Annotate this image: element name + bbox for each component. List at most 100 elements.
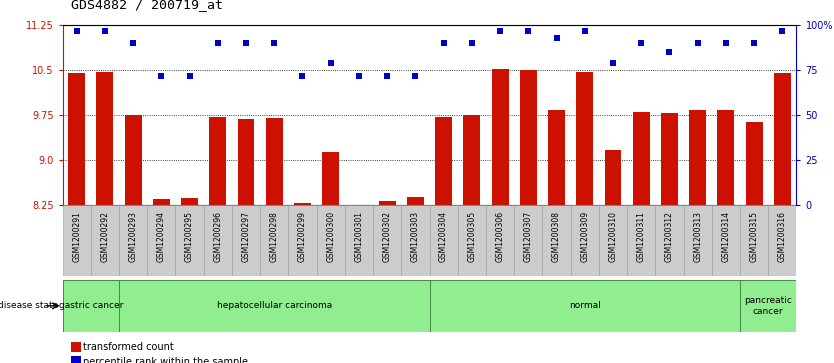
Bar — [97, 72, 113, 205]
Point — [578, 28, 591, 34]
Text: gastric cancer: gastric cancer — [58, 301, 123, 310]
Text: GSM1200307: GSM1200307 — [524, 211, 533, 262]
Text: GSM1200308: GSM1200308 — [552, 211, 561, 262]
Point — [268, 40, 281, 46]
Bar — [322, 152, 339, 205]
Point — [691, 40, 705, 46]
Text: GSM1200306: GSM1200306 — [495, 211, 505, 262]
Point — [663, 49, 676, 55]
Bar — [238, 119, 254, 205]
Bar — [407, 197, 424, 205]
Point — [127, 40, 140, 46]
Text: GSM1200304: GSM1200304 — [440, 211, 448, 262]
Bar — [119, 280, 430, 332]
Point — [296, 73, 309, 79]
Bar — [520, 70, 537, 205]
Text: GSM1200303: GSM1200303 — [411, 211, 420, 262]
Point — [494, 28, 507, 34]
Bar — [294, 203, 311, 205]
Bar — [344, 205, 373, 276]
Text: normal: normal — [569, 301, 600, 310]
Bar — [746, 122, 762, 205]
Text: GSM1200292: GSM1200292 — [100, 211, 109, 262]
Point — [606, 60, 620, 66]
Bar — [289, 205, 317, 276]
Text: GSM1200302: GSM1200302 — [383, 211, 392, 262]
Bar — [266, 118, 283, 205]
Text: GSM1200295: GSM1200295 — [185, 211, 194, 262]
Bar — [711, 205, 740, 276]
Bar — [605, 150, 621, 205]
Point — [183, 73, 196, 79]
Point — [380, 73, 394, 79]
Bar — [379, 201, 395, 205]
Bar — [542, 205, 570, 276]
Bar — [148, 205, 175, 276]
Bar — [717, 110, 735, 205]
Text: GSM1200311: GSM1200311 — [636, 211, 646, 262]
Bar — [633, 112, 650, 205]
Bar — [68, 73, 85, 205]
Text: GSM1200300: GSM1200300 — [326, 211, 335, 262]
Bar — [63, 205, 91, 276]
Text: GSM1200293: GSM1200293 — [128, 211, 138, 262]
Text: GSM1200312: GSM1200312 — [665, 211, 674, 262]
Point — [521, 28, 535, 34]
Bar — [684, 205, 711, 276]
Text: GSM1200315: GSM1200315 — [750, 211, 759, 262]
Text: GSM1200297: GSM1200297 — [242, 211, 250, 262]
Point — [352, 73, 365, 79]
Text: GSM1200296: GSM1200296 — [214, 211, 223, 262]
Bar — [203, 205, 232, 276]
Bar — [124, 115, 142, 205]
Bar — [260, 205, 289, 276]
Bar — [599, 205, 627, 276]
Text: GSM1200299: GSM1200299 — [298, 211, 307, 262]
Bar — [627, 205, 656, 276]
Bar — [464, 115, 480, 205]
Text: GDS4882 / 200719_at: GDS4882 / 200719_at — [71, 0, 223, 11]
Point — [776, 28, 789, 34]
Bar — [401, 205, 430, 276]
Bar — [435, 117, 452, 205]
Point — [635, 40, 648, 46]
Text: GSM1200310: GSM1200310 — [609, 211, 617, 262]
Point — [747, 40, 761, 46]
Bar — [689, 110, 706, 205]
Bar — [181, 198, 198, 205]
Text: GSM1200316: GSM1200316 — [778, 211, 786, 262]
Point — [324, 60, 338, 66]
Bar — [373, 205, 401, 276]
Bar — [317, 205, 344, 276]
Text: GSM1200313: GSM1200313 — [693, 211, 702, 262]
Bar — [209, 117, 226, 205]
Bar — [175, 205, 203, 276]
Point — [719, 40, 732, 46]
Point — [409, 73, 422, 79]
Point — [465, 40, 479, 46]
Point — [154, 73, 168, 79]
Point — [550, 35, 563, 41]
Point — [239, 40, 253, 46]
Bar — [63, 280, 119, 332]
Bar — [430, 205, 458, 276]
Bar — [430, 280, 740, 332]
Bar — [661, 114, 678, 205]
Bar — [486, 205, 515, 276]
Bar — [458, 205, 486, 276]
Text: GSM1200294: GSM1200294 — [157, 211, 166, 262]
Bar — [515, 205, 542, 276]
Bar — [491, 69, 509, 205]
Bar — [570, 205, 599, 276]
Bar — [91, 205, 119, 276]
Text: GSM1200291: GSM1200291 — [73, 211, 81, 262]
Text: hepatocellular carcinoma: hepatocellular carcinoma — [217, 301, 332, 310]
Text: GSM1200314: GSM1200314 — [721, 211, 731, 262]
Text: GSM1200301: GSM1200301 — [354, 211, 364, 262]
Text: GSM1200309: GSM1200309 — [580, 211, 590, 262]
Bar — [119, 205, 148, 276]
Text: percentile rank within the sample: percentile rank within the sample — [83, 356, 249, 363]
Point — [70, 28, 83, 34]
Point — [211, 40, 224, 46]
Bar — [656, 205, 684, 276]
